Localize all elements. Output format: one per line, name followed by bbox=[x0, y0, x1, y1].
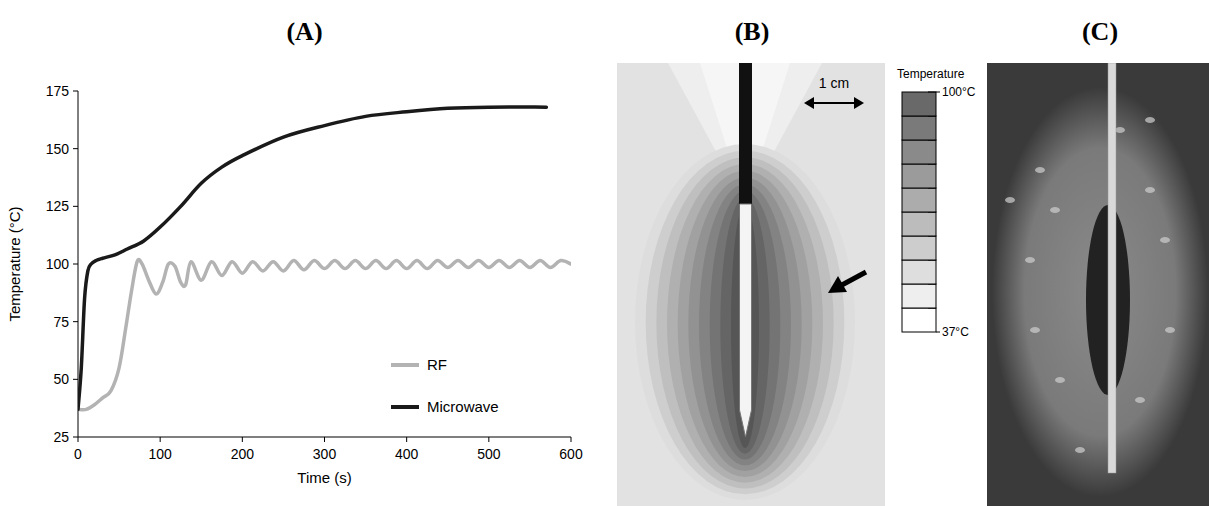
isotherm bbox=[656, 157, 833, 488]
probe-shaft bbox=[739, 63, 752, 205]
x-tick bbox=[406, 437, 407, 442]
colorbar-band bbox=[902, 260, 936, 284]
speckle bbox=[1030, 327, 1040, 333]
speckle bbox=[1005, 197, 1015, 203]
pointer-arrow bbox=[828, 272, 866, 293]
speckle bbox=[1050, 207, 1060, 213]
colorbar-band bbox=[902, 116, 936, 140]
y-tick-label: 150 bbox=[46, 141, 70, 157]
x-tick-label: 400 bbox=[395, 446, 419, 462]
x-tick-label: 200 bbox=[231, 446, 255, 462]
x-tick bbox=[571, 437, 572, 442]
y-tick-label: 50 bbox=[53, 371, 69, 387]
speckle bbox=[1160, 237, 1170, 243]
isotherm bbox=[710, 191, 781, 460]
colorbar: Temperature 100°C 37°C bbox=[897, 67, 976, 339]
legend: RF Microwave bbox=[391, 356, 499, 415]
panel-label: (B) bbox=[735, 17, 770, 46]
speckle bbox=[1035, 167, 1045, 173]
lesion bbox=[992, 87, 1208, 497]
colorbar-tick-label: 100°C bbox=[942, 85, 976, 99]
y-axis-title: Temperature (°C) bbox=[6, 206, 23, 321]
y-tick-label: 125 bbox=[46, 198, 70, 214]
scale-arrowhead bbox=[854, 97, 864, 109]
speckle bbox=[1135, 397, 1145, 403]
colorbar-title: Temperature bbox=[897, 67, 965, 81]
probe-tip bbox=[740, 204, 752, 437]
isotherm bbox=[667, 164, 823, 483]
x-tick-label: 0 bbox=[74, 446, 82, 462]
photo bbox=[987, 63, 1209, 506]
isotherm bbox=[731, 204, 759, 448]
x-tick bbox=[324, 437, 325, 442]
legend-swatch bbox=[391, 363, 419, 367]
colorbar-band bbox=[902, 212, 936, 236]
x-tick bbox=[242, 437, 243, 442]
speckle bbox=[1115, 127, 1125, 133]
speckle bbox=[1075, 447, 1085, 453]
y-tick bbox=[73, 91, 78, 92]
series-line bbox=[78, 260, 571, 410]
panel-label: (C) bbox=[1082, 17, 1118, 46]
colorbar-band bbox=[902, 140, 936, 164]
colorbar-tick bbox=[936, 332, 940, 333]
speckle bbox=[1145, 187, 1155, 193]
y-tick-label: 100 bbox=[46, 256, 70, 272]
axes: 0 100 200 300 400 500 600 25 50 75 100 125 150 175 Tim… bbox=[6, 83, 583, 486]
scale-label: 1 cm bbox=[819, 75, 849, 91]
speckle bbox=[1025, 257, 1035, 263]
y-tick bbox=[73, 148, 78, 149]
series-line bbox=[78, 107, 546, 409]
x-tick-label: 600 bbox=[559, 446, 583, 462]
isotherm bbox=[699, 184, 791, 465]
colorbar-band bbox=[902, 188, 936, 212]
legend-label: RF bbox=[427, 356, 447, 373]
colorbar-tick bbox=[936, 92, 940, 93]
y-tick-label: 175 bbox=[46, 83, 70, 99]
scale-bar: 1 cm bbox=[804, 75, 864, 109]
x-tick bbox=[488, 437, 489, 442]
x-tick-label: 100 bbox=[148, 446, 172, 462]
arrow-shaft bbox=[840, 272, 866, 286]
figure: (A) 0 100 200 300 400 500 600 25 50 75 100 125 150 175… bbox=[0, 0, 1209, 506]
panel-label: (A) bbox=[286, 17, 322, 46]
colorbar-tick-label: 37°C bbox=[942, 325, 969, 339]
y-tick bbox=[73, 437, 78, 438]
simulation bbox=[617, 63, 885, 506]
x-tick bbox=[78, 437, 79, 442]
y-tick bbox=[73, 379, 78, 380]
colorbar-band bbox=[902, 92, 936, 116]
speckle bbox=[1055, 377, 1065, 383]
y-tick-label: 25 bbox=[53, 429, 69, 445]
isotherm bbox=[688, 177, 801, 471]
sim-background bbox=[617, 63, 885, 506]
x-axis-title: Time (s) bbox=[297, 469, 351, 486]
colorbar-minor-tick bbox=[928, 92, 936, 93]
arrow-head bbox=[828, 276, 847, 293]
colorbar-band bbox=[902, 236, 936, 260]
x-tick-label: 300 bbox=[313, 446, 337, 462]
y-tick-label: 75 bbox=[53, 314, 69, 330]
colorbar-band bbox=[902, 308, 936, 332]
x-tick-label: 500 bbox=[477, 446, 501, 462]
isotherm bbox=[720, 197, 769, 453]
speckle bbox=[1145, 117, 1155, 123]
scale-line bbox=[810, 102, 858, 104]
speckle bbox=[1165, 327, 1175, 333]
x-tick bbox=[160, 437, 161, 442]
probe bbox=[1108, 63, 1116, 473]
tissue bbox=[987, 63, 1209, 506]
legend-swatch bbox=[391, 405, 419, 409]
colorbar-band bbox=[902, 284, 936, 308]
scale-arrowhead bbox=[804, 97, 814, 109]
isotherm bbox=[678, 171, 813, 477]
colorbar-band bbox=[902, 164, 936, 188]
y-tick bbox=[73, 264, 78, 265]
y-tick bbox=[73, 321, 78, 322]
legend-label: Microwave bbox=[427, 398, 499, 415]
series-group bbox=[78, 107, 571, 410]
y-tick bbox=[73, 206, 78, 207]
